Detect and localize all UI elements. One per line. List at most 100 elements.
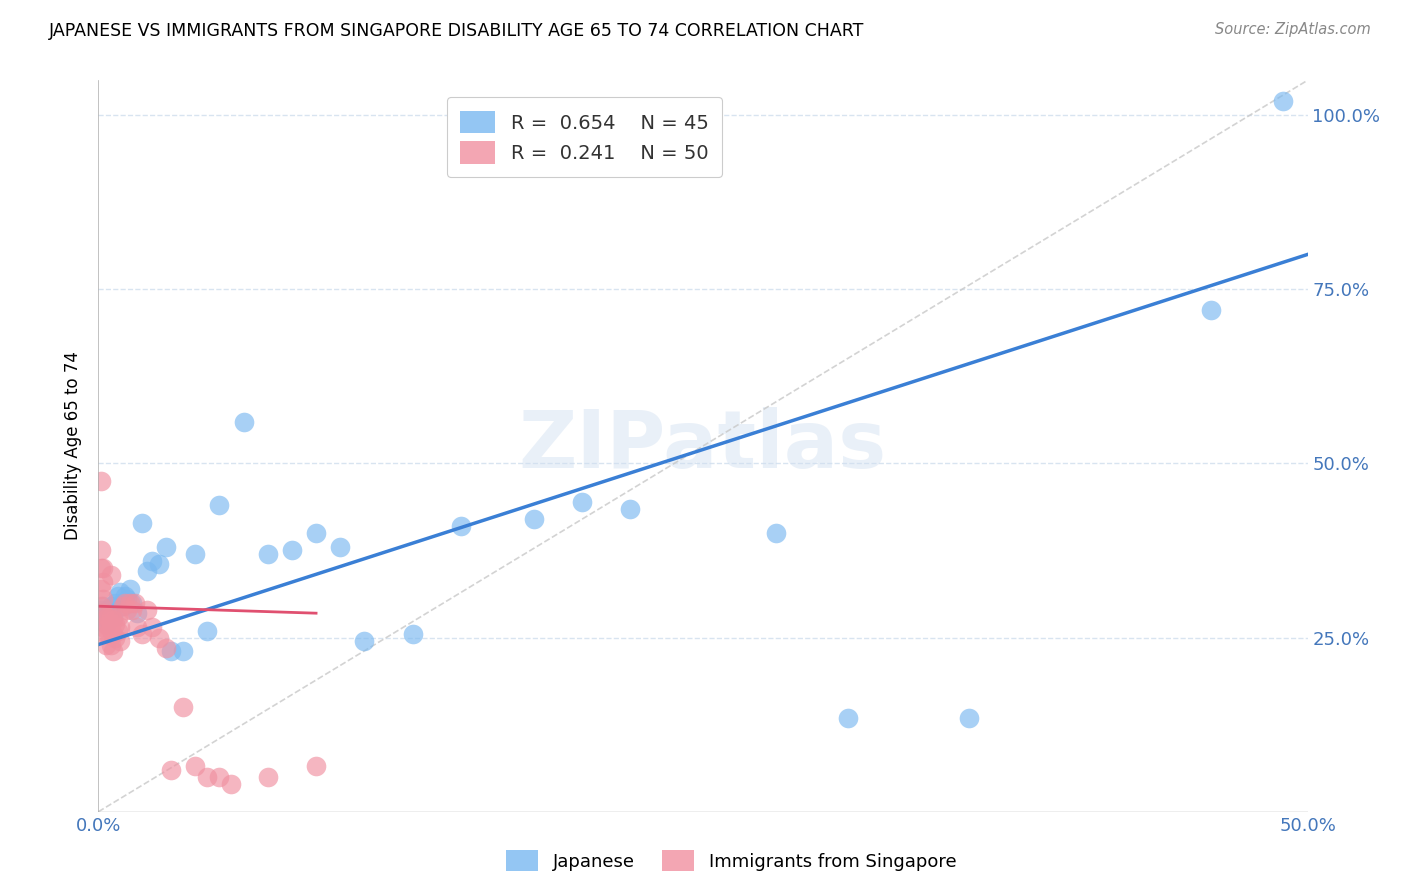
Point [450, 519, 472, 533]
Point [305, 526, 328, 541]
Point [104, 596, 127, 610]
Point [148, 631, 170, 645]
Point [221, 777, 243, 791]
Point [121, 596, 143, 610]
Point [329, 540, 352, 554]
Point [195, 770, 218, 784]
Point [353, 634, 375, 648]
Point [100, 567, 122, 582]
Point [256, 547, 278, 561]
Point [91, 599, 114, 614]
Point [117, 603, 139, 617]
Point [232, 415, 254, 429]
Point [100, 638, 122, 652]
Point [121, 603, 143, 617]
Point [141, 620, 163, 634]
Point [94, 638, 117, 652]
Point [94, 606, 117, 620]
Point [305, 759, 328, 773]
Point [107, 624, 129, 638]
Point [118, 582, 141, 596]
Point [160, 763, 183, 777]
Point [100, 609, 122, 624]
Point [101, 609, 124, 624]
Point [97, 603, 120, 617]
Point [108, 634, 131, 648]
Text: Source: ZipAtlas.com: Source: ZipAtlas.com [1215, 22, 1371, 37]
Point [108, 585, 131, 599]
Point [97, 613, 120, 627]
Point [101, 644, 124, 658]
Point [91, 561, 114, 575]
Point [148, 558, 170, 572]
Point [135, 603, 157, 617]
Point [90, 543, 112, 558]
Point [402, 627, 425, 641]
Point [104, 616, 127, 631]
Point [131, 627, 153, 641]
Point [94, 616, 117, 631]
Y-axis label: Disability Age 65 to 74: Disability Age 65 to 74 [65, 351, 83, 541]
Point [172, 644, 194, 658]
Point [97, 627, 120, 641]
Point [141, 554, 163, 568]
Point [100, 620, 122, 634]
Point [91, 620, 114, 634]
Point [114, 596, 136, 610]
Point [184, 547, 207, 561]
Point [107, 589, 129, 603]
Point [100, 599, 122, 614]
Point [111, 599, 134, 614]
Point [101, 613, 124, 627]
Point [90, 599, 112, 614]
Point [281, 543, 304, 558]
Point [100, 606, 122, 620]
Point [208, 498, 231, 512]
Point [208, 770, 231, 784]
Point [101, 627, 124, 641]
Point [118, 596, 141, 610]
Point [619, 501, 641, 516]
Point [135, 565, 157, 579]
Point [155, 540, 177, 554]
Point [111, 599, 134, 614]
Point [94, 609, 117, 624]
Point [523, 512, 546, 526]
Point [1272, 94, 1295, 108]
Point [117, 592, 139, 607]
Legend: R =  0.654    N = 45, R =  0.241    N = 50: R = 0.654 N = 45, R = 0.241 N = 50 [447, 97, 723, 178]
Point [91, 609, 114, 624]
Point [837, 711, 859, 725]
Point [124, 596, 146, 610]
Point [957, 711, 980, 725]
Point [94, 627, 117, 641]
Point [90, 561, 112, 575]
Point [104, 631, 127, 645]
Point [155, 640, 177, 655]
Point [127, 620, 149, 634]
Point [97, 609, 120, 624]
Point [107, 609, 129, 624]
Point [256, 770, 278, 784]
Point [765, 526, 787, 541]
Point [90, 603, 112, 617]
Point [91, 606, 114, 620]
Point [97, 620, 120, 634]
Point [172, 700, 194, 714]
Text: ZIPatlas: ZIPatlas [519, 407, 887, 485]
Text: JAPANESE VS IMMIGRANTS FROM SINGAPORE DISABILITY AGE 65 TO 74 CORRELATION CHART: JAPANESE VS IMMIGRANTS FROM SINGAPORE DI… [49, 22, 865, 40]
Point [108, 620, 131, 634]
Point [195, 624, 218, 638]
Point [91, 574, 114, 589]
Point [160, 644, 183, 658]
Point [1199, 303, 1222, 318]
Point [90, 582, 112, 596]
Point [91, 592, 114, 607]
Legend: Japanese, Immigrants from Singapore: Japanese, Immigrants from Singapore [499, 843, 963, 879]
Point [114, 589, 136, 603]
Point [90, 474, 112, 488]
Point [571, 494, 593, 508]
Point [127, 606, 149, 620]
Point [184, 759, 207, 773]
Point [94, 616, 117, 631]
